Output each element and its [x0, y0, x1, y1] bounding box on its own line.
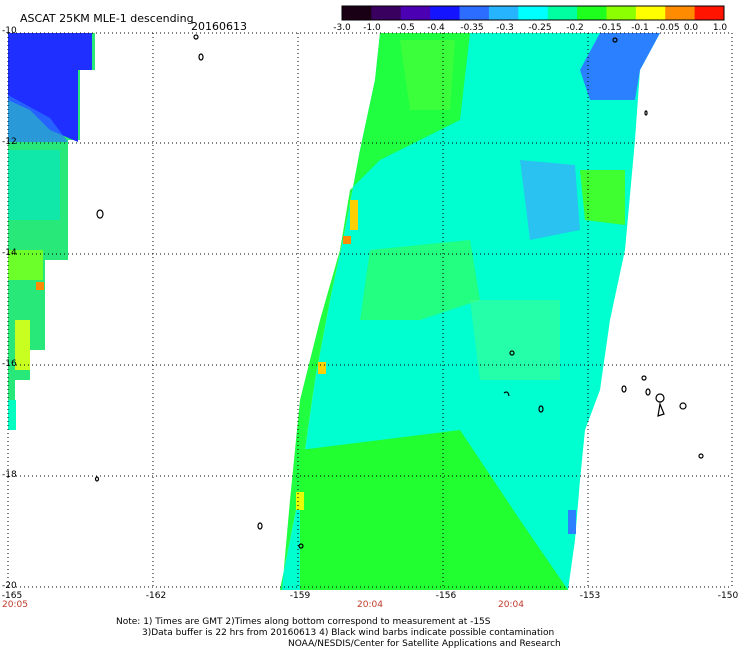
note-line-3: NOAA/NESDIS/Center for Satellite Applica… [288, 639, 561, 649]
main-swath [280, 33, 660, 590]
date-label: 20160613 [191, 20, 247, 33]
lon-label: -156 [435, 591, 457, 601]
chart-title: ASCAT 25KM MLE-1 descending [20, 12, 194, 25]
note-line-1: Note: 1) Times are GMT 2)Times along bot… [116, 617, 491, 627]
colorbar-segment [459, 6, 490, 20]
lat-label: -12 [2, 137, 17, 147]
time-label: 20:04 [357, 600, 383, 610]
colorbar-tick: -0.5 [397, 23, 415, 33]
lon-label: -162 [145, 591, 167, 601]
colorbar-tick: -1.0 [363, 23, 381, 33]
colorbar-segment [606, 6, 637, 20]
colorbar-segment [577, 6, 607, 20]
lon-label: -159 [289, 591, 311, 601]
colorbar-segment [400, 6, 431, 20]
coastline-contours [94, 34, 704, 549]
colorbar-segment [371, 6, 402, 20]
colorbar-tick: -0.15 [598, 23, 622, 33]
grid [7, 32, 733, 588]
lat-label: -20 [2, 581, 17, 591]
lon-label: -150 [717, 591, 739, 601]
colorbar-tick: -0.2 [566, 23, 584, 33]
colorbar-tick: 1.0 [712, 23, 728, 33]
colorbar-segment [518, 6, 549, 20]
time-label: 20:04 [498, 600, 524, 610]
colorbar-segment [488, 6, 519, 20]
lat-label: -16 [2, 359, 17, 369]
colorbar-tick: -0.25 [528, 23, 552, 33]
lat-label: -18 [2, 470, 17, 480]
colorbar-border [341, 5, 725, 21]
colorbar-segment [547, 6, 578, 20]
colorbar [341, 5, 725, 21]
note-line-2: 3)Data buffer is 22 hrs from 20160613 4)… [142, 628, 555, 638]
left-swath [8, 33, 95, 430]
colorbar-tick: -0.4 [427, 23, 445, 33]
lon-label: -165 [1, 591, 23, 601]
lat-label: -10 [2, 26, 17, 36]
colorbar-segment [694, 6, 725, 20]
colorbar-segment [430, 6, 461, 20]
lat-label: -14 [2, 248, 17, 258]
colorbar-segment [342, 6, 372, 20]
time-label: 20:05 [2, 600, 28, 610]
colorbar-tick: -0.05 [656, 23, 680, 33]
colorbar-tick: -0.3 [496, 23, 514, 33]
colorbar-segment [635, 6, 666, 20]
colorbar-tick: -3.0 [333, 23, 351, 33]
colorbar-segment [665, 6, 696, 20]
lon-label: -153 [579, 591, 601, 601]
colorbar-tick: 0.0 [683, 23, 699, 33]
colorbar-tick: -0.1 [631, 23, 649, 33]
colorbar-tick: -0.35 [460, 23, 484, 33]
